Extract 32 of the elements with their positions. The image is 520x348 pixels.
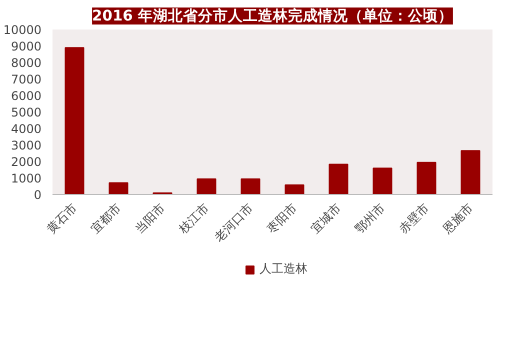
- y-tick-label: 3000: [10, 138, 42, 152]
- y-tick-label: 6000: [10, 89, 42, 103]
- y-tick-label: 0: [34, 188, 42, 202]
- x-tick-label: 宜都市: [88, 200, 124, 236]
- chart-title: 2016 年湖北省分市人工造林完成情况（单位：公顷）: [92, 6, 453, 24]
- y-tick-label: 10000: [3, 23, 42, 37]
- x-tick-label: 黄石市: [44, 200, 80, 236]
- y-tick-label: 7000: [10, 72, 42, 86]
- bar: [284, 184, 304, 194]
- bar: [416, 162, 436, 194]
- y-tick-label: 2000: [10, 155, 42, 169]
- bar: [108, 182, 128, 194]
- y-tick-label: 5000: [10, 106, 42, 120]
- bar: [460, 150, 480, 194]
- bar: [240, 178, 260, 194]
- x-tick-label: 当阳市: [132, 200, 168, 236]
- y-tick-label: 8000: [10, 56, 42, 70]
- x-tick-label: 枝江市: [175, 200, 212, 237]
- x-tick-label: 枣阳市: [264, 200, 300, 236]
- x-tick-label: 老河口市: [212, 200, 256, 244]
- x-tick-label: 赤壁市: [396, 200, 432, 236]
- bar: [328, 164, 348, 194]
- x-tick-label: 宜城市: [308, 200, 344, 236]
- bar: [196, 178, 216, 194]
- legend-label: 人工造林: [260, 260, 308, 278]
- y-tick-label: 1000: [10, 172, 42, 186]
- y-tick-label: 9000: [10, 40, 42, 54]
- y-tick-label: 4000: [10, 122, 42, 136]
- x-tick-label: 鄂州市: [352, 200, 388, 236]
- bar: [64, 47, 84, 194]
- x-tick-label: 恩施市: [439, 200, 476, 237]
- bar: [372, 168, 392, 194]
